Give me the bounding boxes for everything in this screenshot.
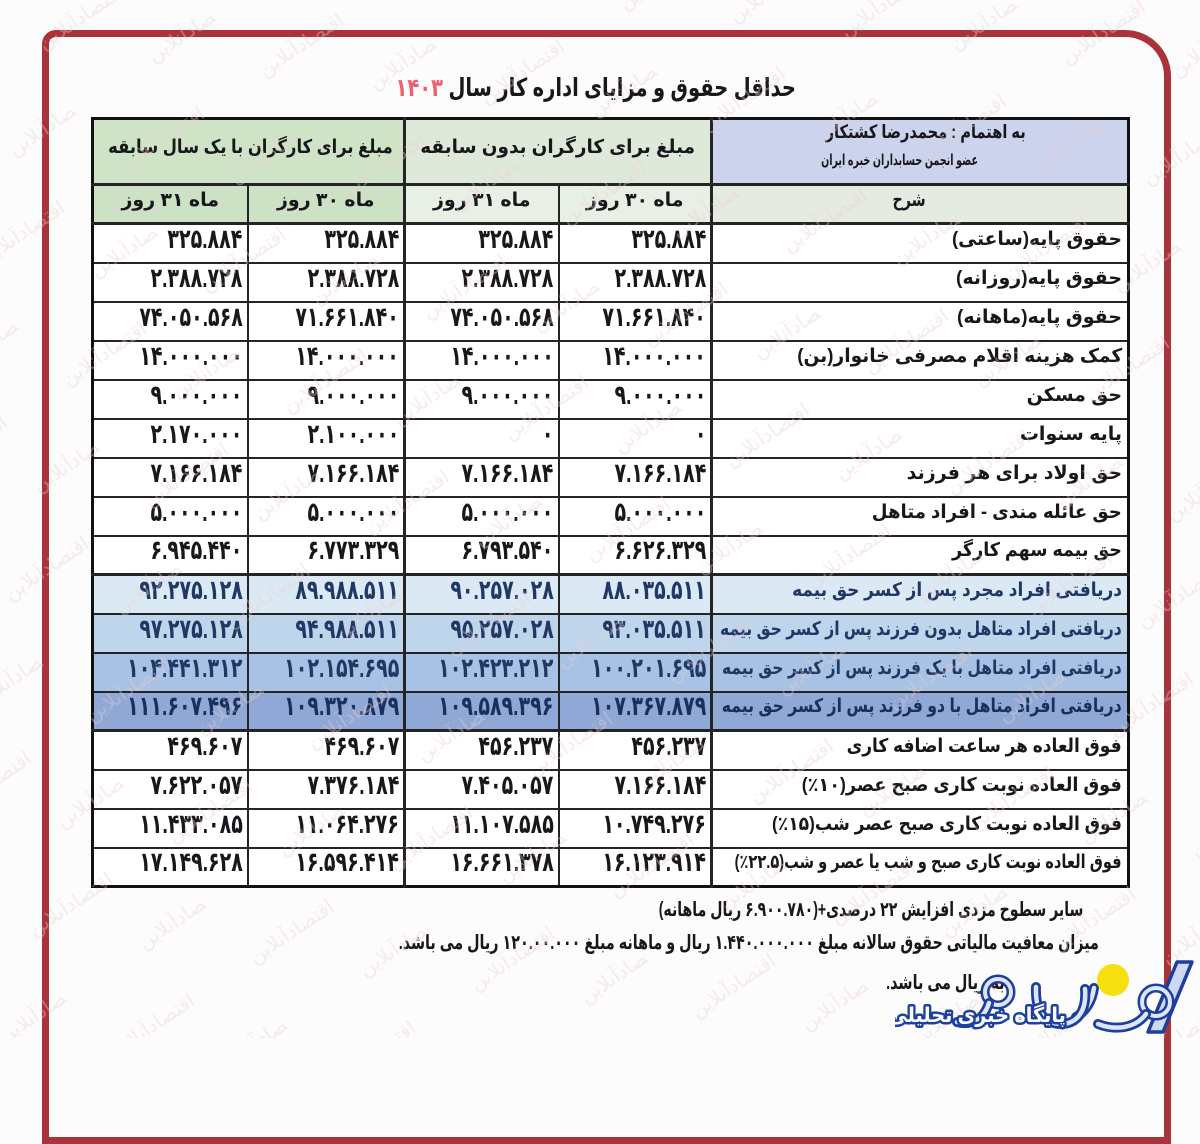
svg-text:پایگاه خبری تحلیلی: پایگاه خبری تحلیلی <box>895 1002 1066 1028</box>
